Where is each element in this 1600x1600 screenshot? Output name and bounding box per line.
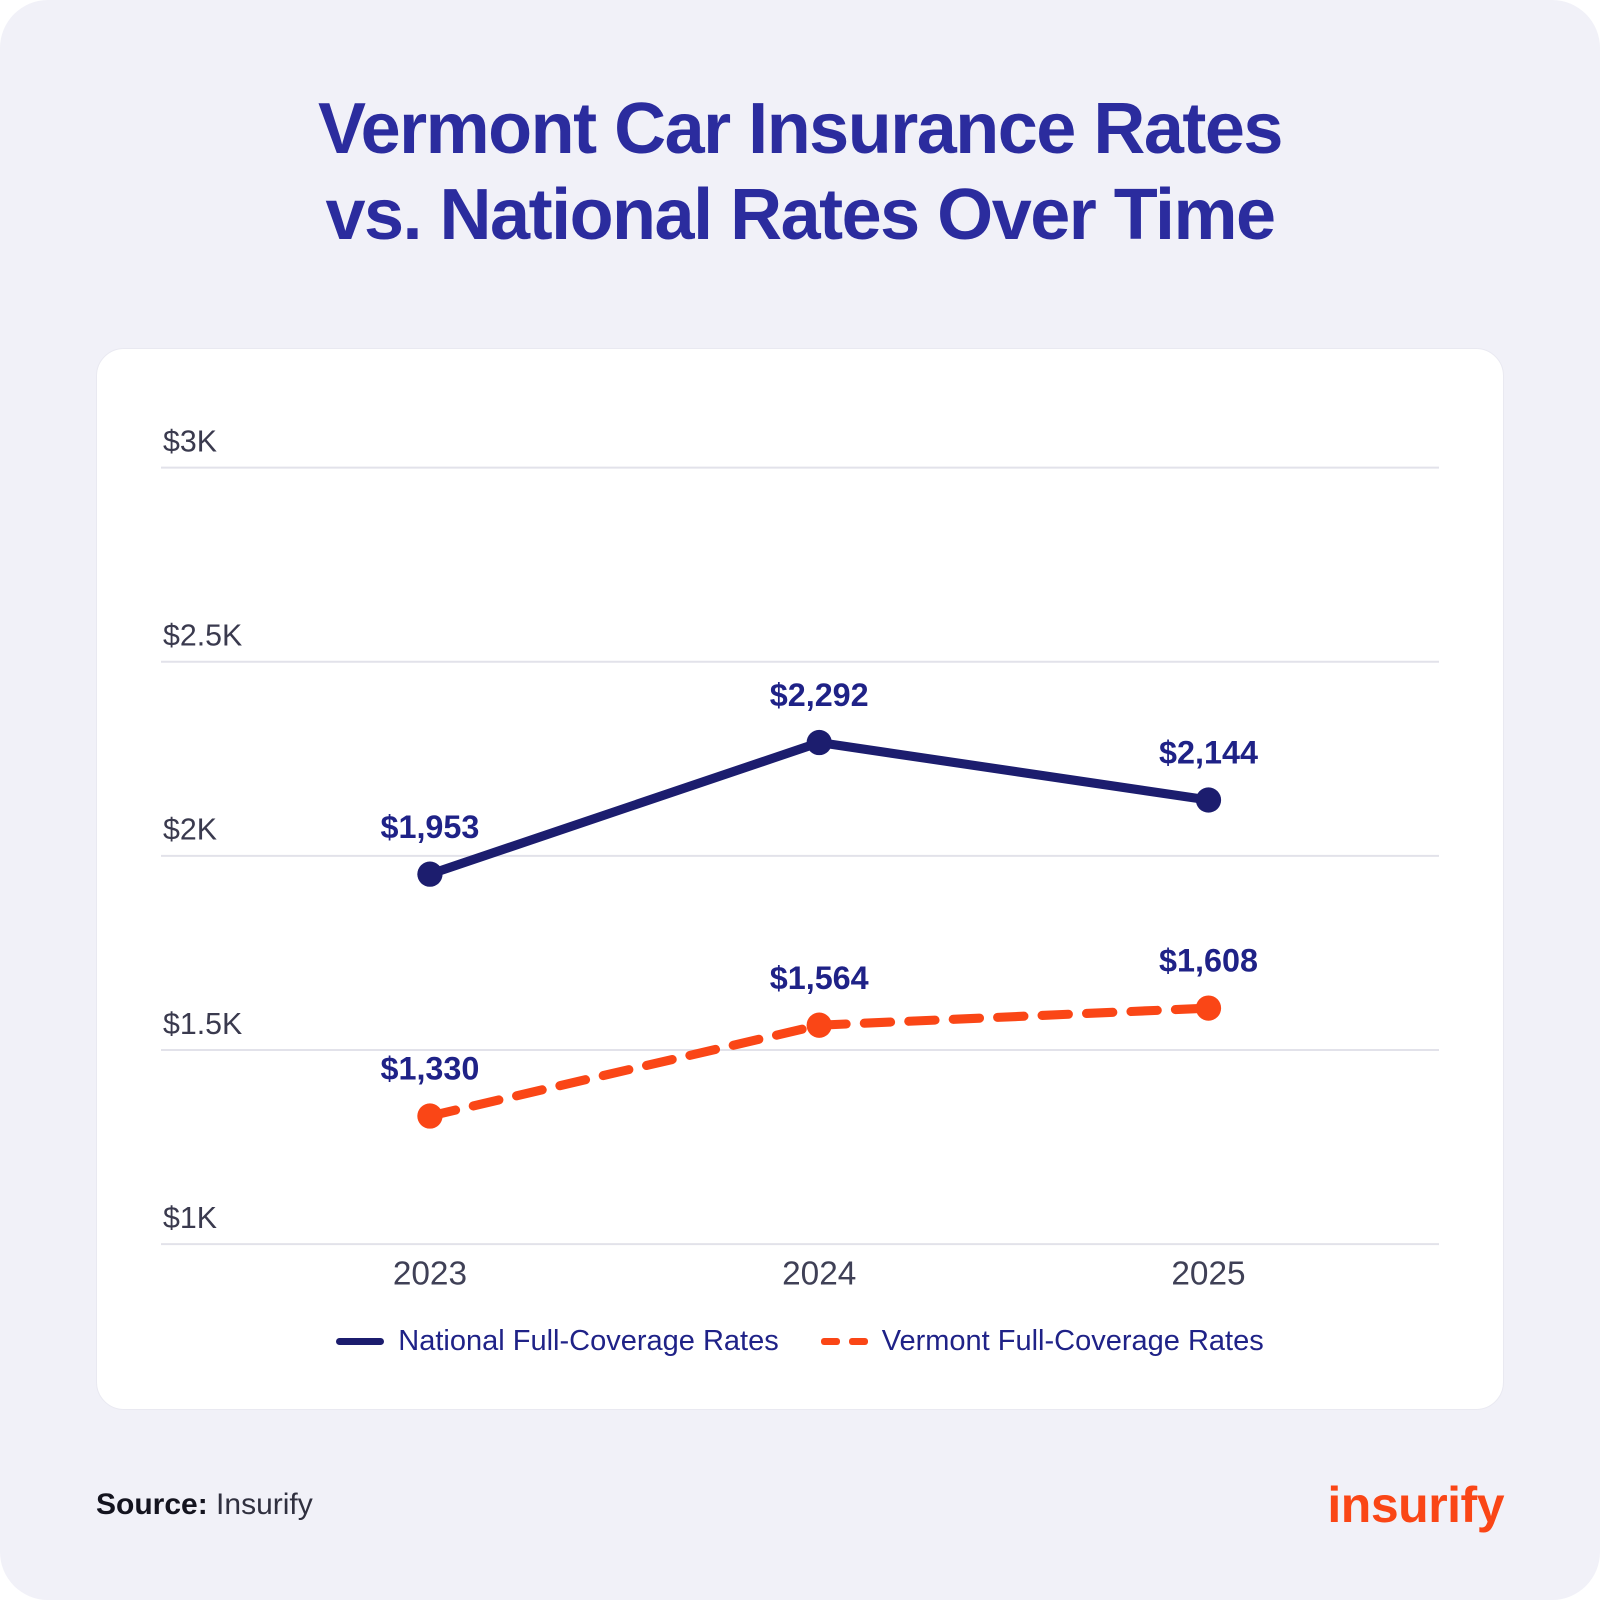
line-chart: $3K $2.5K $2K $1.5K $1K 2023 2024 2025 $1,953 $2,…: [161, 425, 1439, 1293]
svg-text:$2.5K: $2.5K: [163, 620, 242, 653]
svg-text:$3K: $3K: [163, 425, 217, 458]
svg-text:$1,564: $1,564: [770, 960, 869, 996]
svg-text:2023: 2023: [393, 1256, 467, 1293]
svg-text:$2,144: $2,144: [1159, 735, 1258, 771]
footer: Source: Insurify insurify: [96, 1476, 1504, 1534]
title-line-1: Vermont Car Insurance Rates: [318, 89, 1283, 169]
vermont-dashed-swatch-icon: [820, 1337, 868, 1345]
insurify-logo: insurify: [1327, 1477, 1504, 1533]
svg-text:$1.5K: $1.5K: [163, 1008, 242, 1041]
legend-item-vermont: Vermont Full-Coverage Rates: [820, 1324, 1264, 1358]
legend-label-vermont: Vermont Full-Coverage Rates: [881, 1324, 1264, 1357]
svg-text:2025: 2025: [1171, 1256, 1245, 1293]
svg-text:$2,292: $2,292: [770, 677, 869, 713]
svg-text:$1,953: $1,953: [380, 809, 479, 845]
national-line-swatch-icon: [336, 1337, 385, 1345]
title-line-2: vs. National Rates Over Time: [325, 175, 1276, 256]
chart-card: $3K $2.5K $2K $1.5K $1K 2023 2024 2025 $1,953 $2,…: [96, 348, 1504, 1410]
source-attribution: Source: Insurify: [96, 1488, 313, 1522]
svg-text:2024: 2024: [782, 1256, 856, 1293]
svg-text:$1,608: $1,608: [1159, 943, 1258, 979]
source-value: Insurify: [216, 1488, 313, 1521]
svg-text:$1,330: $1,330: [380, 1051, 479, 1087]
page-title: Vermont Car Insurance Rates vs. National…: [0, 0, 1600, 259]
legend-item-national: National Full-Coverage Rates: [336, 1324, 779, 1358]
legend-label-national: National Full-Coverage Rates: [398, 1324, 779, 1357]
chart-legend: National Full-Coverage Rates Vermont Ful…: [161, 1325, 1439, 1358]
source-label: Source:: [96, 1488, 208, 1521]
svg-text:$1K: $1K: [163, 1202, 217, 1235]
svg-text:$2K: $2K: [163, 814, 217, 847]
